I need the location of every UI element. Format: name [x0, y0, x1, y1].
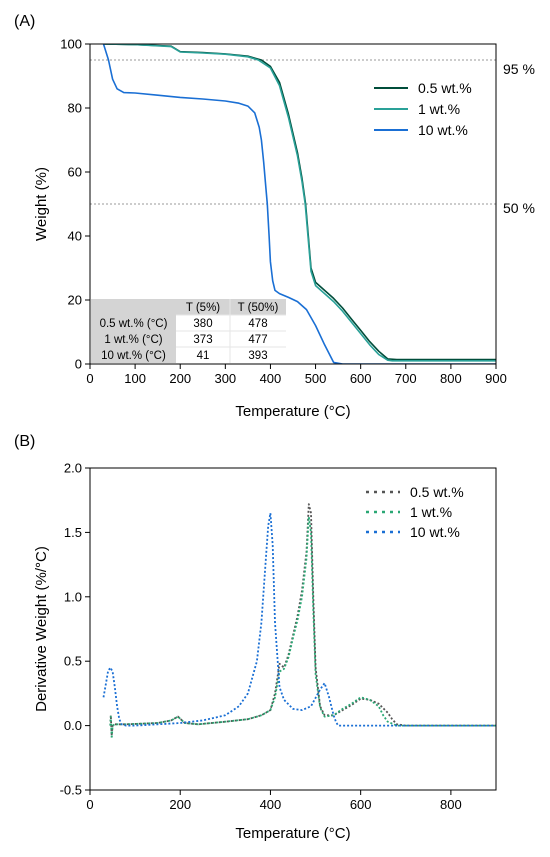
y-tick-label: 100	[60, 37, 82, 52]
legend-label-1: 0.5 wt.%	[418, 80, 472, 96]
table-cell: 1 wt.% (°C)	[104, 334, 162, 346]
x-tick-label: 800	[440, 371, 462, 386]
legend-label-2: 1 wt.%	[410, 504, 452, 520]
x-tick-label: 300	[214, 371, 236, 386]
series-line-2	[109, 516, 496, 740]
panel-b-label: (B)	[14, 433, 35, 450]
x-tick-label: 200	[169, 371, 191, 386]
x-tick-label: 100	[124, 371, 146, 386]
y-tick-label: 80	[68, 101, 82, 116]
y-tick-label: -0.5	[60, 783, 82, 798]
panel-a-plot-area: 0 100 200 300 400 500 600 700 800 900 0 20 40 60 80 100…	[60, 37, 507, 387]
table-cell: 373	[193, 334, 212, 346]
weight-loss-table: T (5%) T (50%) 0.5 wt.% (°C) 380 478 1 wt.% (…	[91, 299, 286, 363]
x-tick-label: 600	[350, 797, 372, 812]
panel-b-plot-area: 0 200 400 600 800 -0.5 0.0 0.5 1.0 1.5 2.0 0.5 wt.%…	[60, 461, 496, 812]
panel-b-x-axis-label: Temperature (°C)	[235, 825, 350, 842]
legend-label-3: 10 wt.%	[418, 122, 468, 138]
panel-a-label: (A)	[14, 13, 35, 30]
ref-line-label-50: 50 %	[503, 200, 535, 216]
y-tick-label: 1.0	[64, 589, 82, 604]
table-cell: 478	[248, 318, 267, 330]
x-tick-label: 400	[260, 797, 282, 812]
table-cell: 380	[193, 318, 212, 330]
table-cell: 477	[248, 334, 267, 346]
x-tick-label: 600	[350, 371, 372, 386]
legend: 0.5 wt.% 1 wt.% 10 wt.%	[374, 80, 472, 138]
x-tick-label: 200	[169, 797, 191, 812]
panel-a: (A) 0 100 200 300 400 500 600 700 800 900 0 20 40 60 8…	[14, 13, 535, 420]
series-group	[102, 503, 496, 740]
series-group	[102, 44, 496, 364]
series-line-3	[102, 44, 496, 364]
y-tick-label: 20	[68, 293, 82, 308]
y-tick-label: 0.0	[64, 718, 82, 733]
legend-label-1: 0.5 wt.%	[410, 484, 464, 500]
y-tick-label: 2.0	[64, 461, 82, 476]
y-tick-label: 0	[75, 357, 82, 372]
y-tick-label: 1.5	[64, 525, 82, 540]
legend: 0.5 wt.% 1 wt.% 10 wt.%	[366, 484, 464, 540]
table-cell: 0.5 wt.% (°C)	[100, 318, 168, 330]
panel-a-frame	[89, 43, 497, 365]
table-header-cell: T (5%)	[186, 302, 220, 314]
y-tick-label: 60	[68, 165, 82, 180]
panel-b: (B) 0 200 400 600 800 -0.5 0.0 0.5 1.0 1.5 2.0 0.5 …	[14, 433, 497, 842]
y-tick-label: 0.5	[64, 654, 82, 669]
x-tick-label: 0	[86, 797, 93, 812]
table-cell: 393	[248, 350, 267, 362]
panel-b-frame	[89, 467, 497, 791]
y-tick-label: 40	[68, 229, 82, 244]
x-tick-label: 0	[86, 371, 93, 386]
legend-label-2: 1 wt.%	[418, 101, 460, 117]
x-tick-label: 400	[260, 371, 282, 386]
legend-label-3: 10 wt.%	[410, 524, 460, 540]
table-rowhead-shade	[91, 299, 176, 363]
x-tick-label: 800	[440, 797, 462, 812]
panel-a-y-axis-label: Weight (%)	[33, 167, 50, 241]
table-cell: 10 wt.% (°C)	[101, 350, 166, 362]
x-tick-label: 500	[305, 371, 327, 386]
table-cell: 41	[197, 350, 210, 362]
series-line-2	[103, 44, 496, 362]
panel-a-x-axis-label: Temperature (°C)	[235, 403, 350, 420]
ref-line-label-95: 95 %	[503, 61, 535, 77]
x-tick-label: 700	[395, 371, 417, 386]
series-line-3	[102, 512, 496, 727]
x-tick-label: 900	[485, 371, 507, 386]
table-header-cell: T (50%)	[238, 302, 279, 314]
panel-b-y-axis-label: Derivative Weight (%/°C)	[33, 546, 50, 712]
